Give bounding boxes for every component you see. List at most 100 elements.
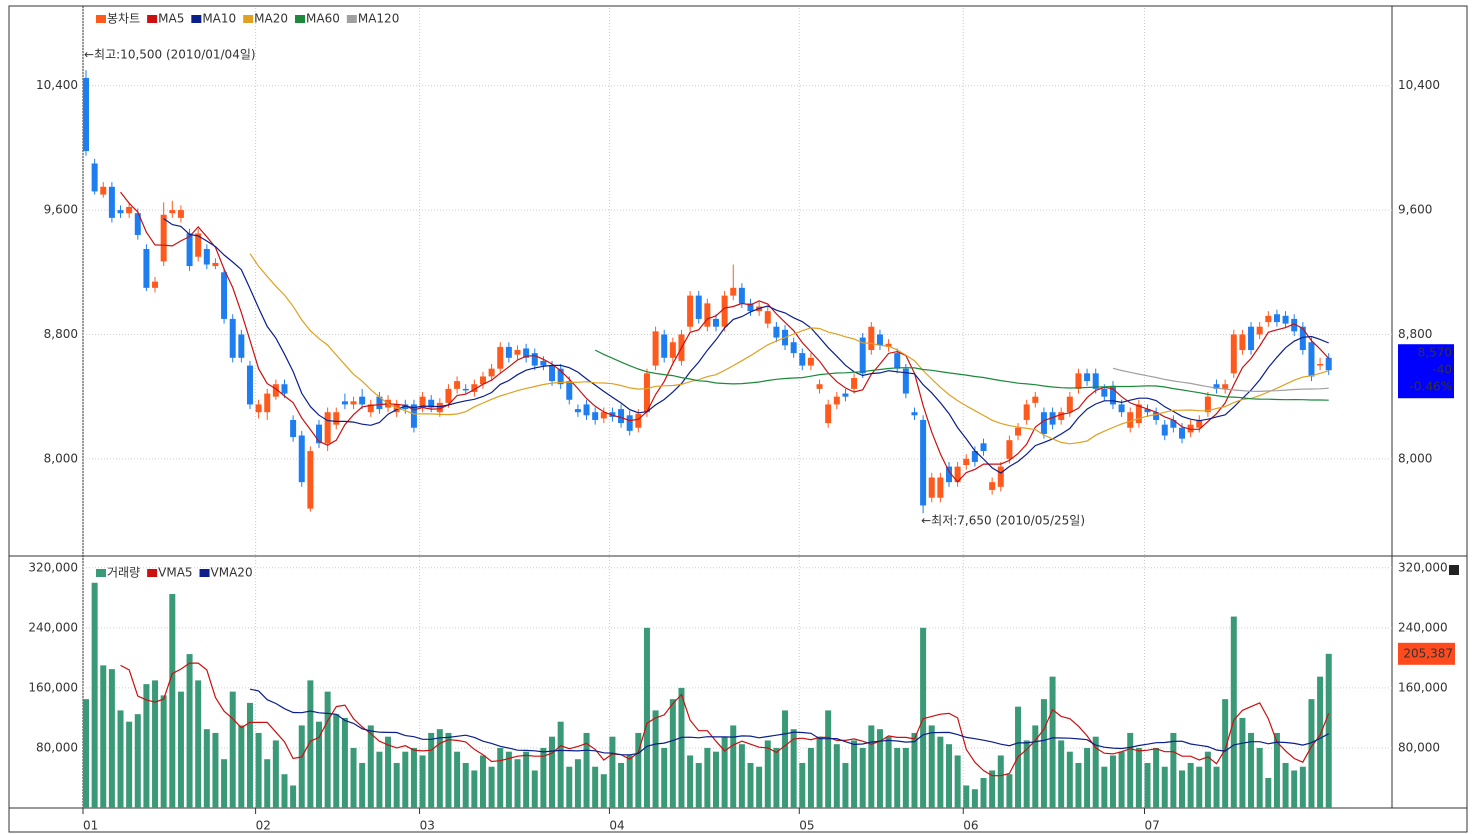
y-tick-label-right: 9,600 xyxy=(1398,203,1432,217)
legend-label: 봉차트 xyxy=(107,12,140,26)
y-tick-label: 8,800 xyxy=(44,327,78,341)
candle-body xyxy=(221,272,228,319)
candle-body xyxy=(488,368,495,377)
volume-bar xyxy=(851,740,858,808)
volume-bar xyxy=(1006,774,1013,808)
volume-bar xyxy=(954,755,961,808)
candle-body xyxy=(169,210,176,214)
volume-bar xyxy=(928,725,935,808)
ma-line xyxy=(163,218,1329,474)
candle-body xyxy=(1101,388,1108,397)
volume-bar xyxy=(704,747,711,808)
candle-body xyxy=(229,318,236,358)
volume-bar xyxy=(1101,766,1108,808)
volume-bar xyxy=(1187,762,1194,808)
candle-body xyxy=(842,393,849,397)
volume-bar xyxy=(695,762,702,808)
volume-bar xyxy=(989,770,996,808)
candle-body xyxy=(1325,357,1332,371)
candle-body xyxy=(428,399,435,408)
volume-bar xyxy=(738,744,745,808)
volume-bar xyxy=(428,732,435,808)
legend-swatch xyxy=(346,15,357,23)
volume-bar xyxy=(609,736,616,808)
candle-body xyxy=(1135,404,1142,424)
volume-bar xyxy=(505,751,512,808)
low-note: ←최저:7,650 (2010/05/25일) xyxy=(921,514,1085,528)
candle-body xyxy=(324,412,331,444)
volume-bar xyxy=(462,762,469,808)
volume-bar xyxy=(350,747,357,808)
x-tick-label: 02 xyxy=(256,819,271,833)
volume-bar xyxy=(626,755,633,808)
x-tick-label: 07 xyxy=(1144,819,1159,833)
volume-bar xyxy=(980,777,987,808)
volume-bar xyxy=(367,725,374,808)
volume-bar xyxy=(1109,755,1116,808)
volume-bar xyxy=(635,732,642,808)
legend-label: 거래량 xyxy=(107,566,140,580)
candle-body xyxy=(704,303,711,327)
candle-body xyxy=(583,404,590,416)
volume-bar xyxy=(445,732,452,808)
candle-body xyxy=(1256,326,1263,335)
volume-bar xyxy=(290,785,297,808)
close-button[interactable] xyxy=(1449,565,1459,575)
candle-body xyxy=(1084,373,1091,382)
volume-bar xyxy=(1299,766,1306,808)
volume-bar xyxy=(1196,766,1203,808)
y-tick-label-right: 8,800 xyxy=(1398,327,1432,341)
volume-bar xyxy=(203,729,210,808)
candle-body xyxy=(100,186,107,195)
candle-body xyxy=(868,326,875,351)
candle-body xyxy=(255,404,262,413)
candle-body xyxy=(1291,318,1298,332)
candle-body xyxy=(902,368,909,394)
volume-bar xyxy=(1230,616,1237,808)
volume-bar xyxy=(488,766,495,808)
candle-body xyxy=(600,412,607,419)
candle-body xyxy=(807,357,814,366)
volume-bar xyxy=(997,755,1004,808)
candle-body xyxy=(1204,396,1211,413)
volume-bar xyxy=(143,684,150,808)
candle-body xyxy=(281,384,288,394)
volume-bar xyxy=(169,594,176,808)
candle-body xyxy=(963,458,970,466)
ma-line xyxy=(594,349,1329,401)
volume-bar xyxy=(359,762,366,808)
volume-bar xyxy=(1170,732,1177,808)
volume-bar xyxy=(1179,770,1186,808)
candle-body xyxy=(876,334,883,346)
volume-bar xyxy=(246,702,253,808)
candle-body xyxy=(160,214,167,262)
candle-body xyxy=(566,381,573,400)
y-tick-label-right: 10,400 xyxy=(1398,78,1440,92)
volume-bar xyxy=(885,736,892,808)
volume-bar xyxy=(540,747,547,808)
candle-body xyxy=(108,186,115,218)
candle-body xyxy=(1248,326,1255,351)
volume-bar xyxy=(402,751,409,808)
volume-bar xyxy=(497,747,504,808)
volume-bar xyxy=(574,759,581,808)
candle-body xyxy=(419,396,426,408)
volume-bar xyxy=(1153,747,1160,808)
candle-body xyxy=(212,262,219,267)
candle-body xyxy=(1153,412,1160,420)
volume-bar xyxy=(816,736,823,808)
candle-body xyxy=(333,412,340,425)
candle-body xyxy=(859,337,866,374)
legend-label: MA120 xyxy=(358,12,399,26)
candle-body xyxy=(894,353,901,369)
legend-swatch xyxy=(199,569,210,577)
candle-body xyxy=(833,396,840,405)
last-price-change: -40 xyxy=(1432,363,1452,377)
candle-body xyxy=(730,287,737,296)
last-price-box xyxy=(1398,344,1454,399)
candle-body xyxy=(592,412,599,420)
legend-swatch xyxy=(147,15,158,23)
volume-bar xyxy=(316,721,323,808)
volume-bar xyxy=(186,654,193,808)
volume-bar xyxy=(807,747,814,808)
